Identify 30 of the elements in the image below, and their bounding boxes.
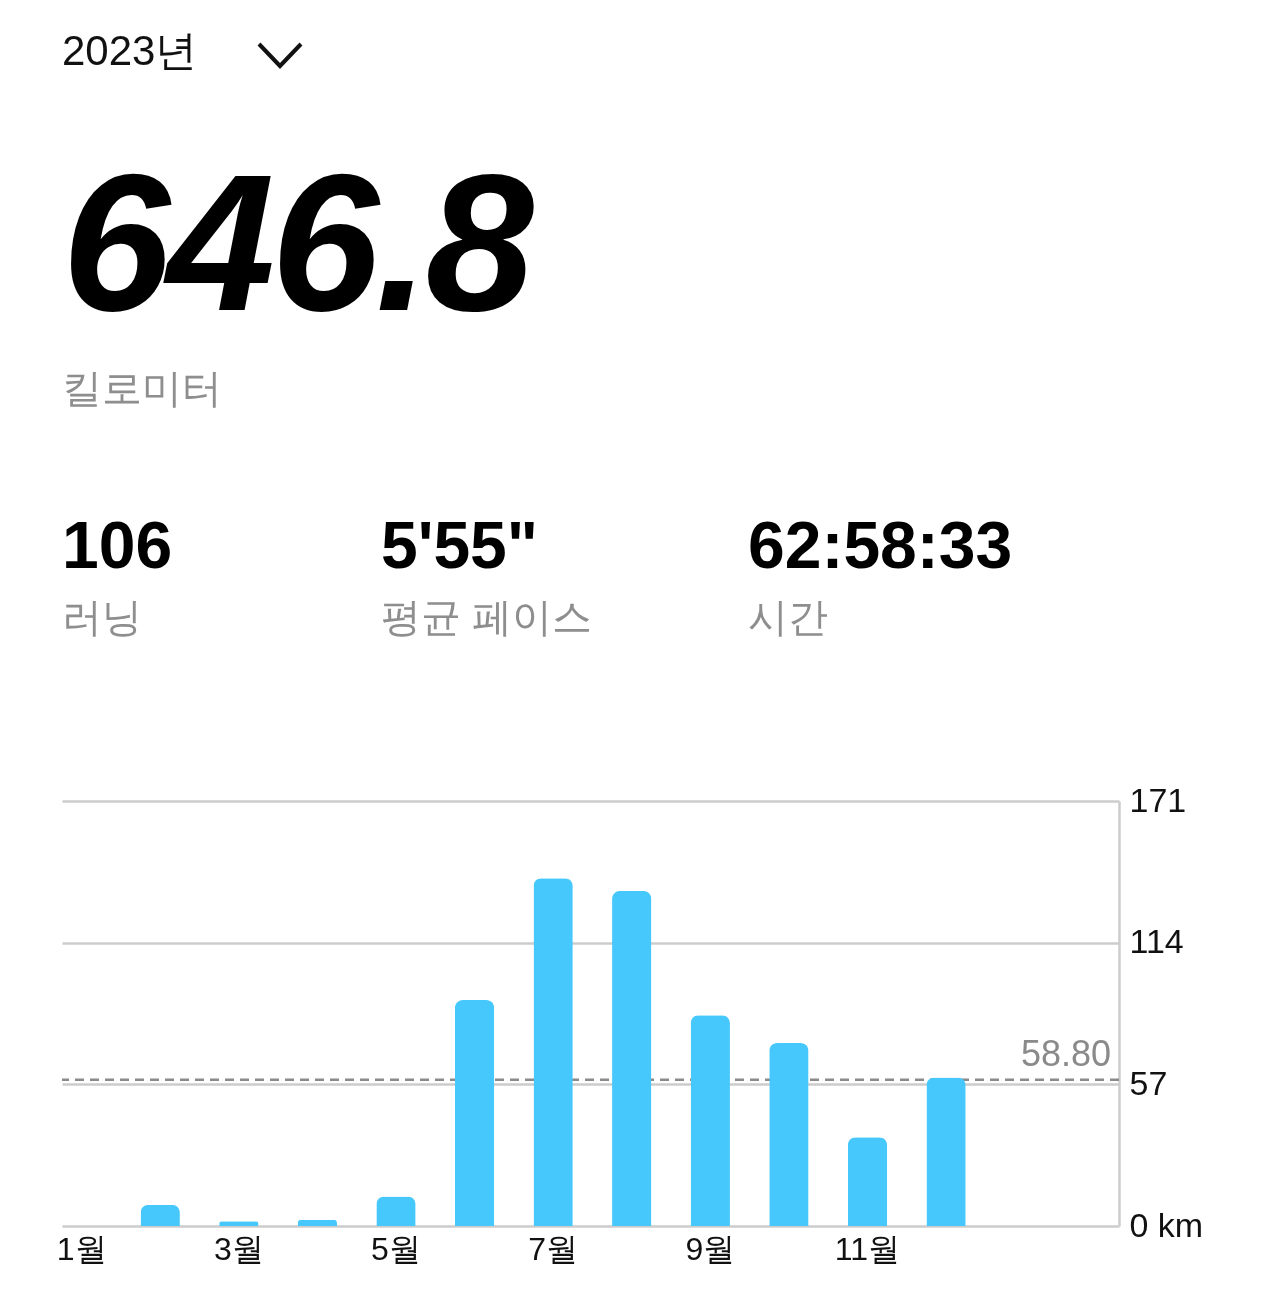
text: 106 — [62, 508, 173, 582]
text: 킬로미터 — [62, 366, 222, 410]
text: 62:58:33 — [748, 508, 1013, 582]
chart-title: 2023년 — [62, 27, 198, 74]
x-tick-label: 5월 — [371, 1230, 421, 1267]
bar — [376, 1196, 416, 1226]
y-tick-label: 171 — [1129, 780, 1187, 819]
bar — [769, 1043, 809, 1226]
x-tick-label: 3월 — [213, 1230, 264, 1267]
x-tick-label: 7월 — [528, 1230, 579, 1267]
bar — [454, 1000, 495, 1226]
y-tick-label: 0 km — [1129, 1205, 1204, 1244]
text: 시간 — [748, 595, 828, 639]
bar — [297, 1219, 338, 1226]
bar — [140, 1204, 180, 1226]
bar — [690, 1015, 730, 1226]
bar — [926, 1077, 966, 1226]
text: 러닝 — [62, 595, 142, 639]
bar — [612, 890, 652, 1226]
x-tick-label: 9월 — [685, 1230, 736, 1267]
ref-line-label: 58.80 — [1020, 1032, 1111, 1074]
bar — [847, 1137, 888, 1226]
y-tick-label: 114 — [1129, 922, 1184, 961]
text: 평균 페이스 — [381, 595, 593, 639]
text: 5'55" — [381, 508, 539, 582]
y-tick-label: 57 — [1129, 1063, 1168, 1102]
text: 646.8 — [62, 133, 530, 351]
x-tick-label: 11월 — [834, 1230, 901, 1267]
bar — [533, 878, 573, 1226]
x-tick-label: 1월 — [56, 1230, 107, 1267]
